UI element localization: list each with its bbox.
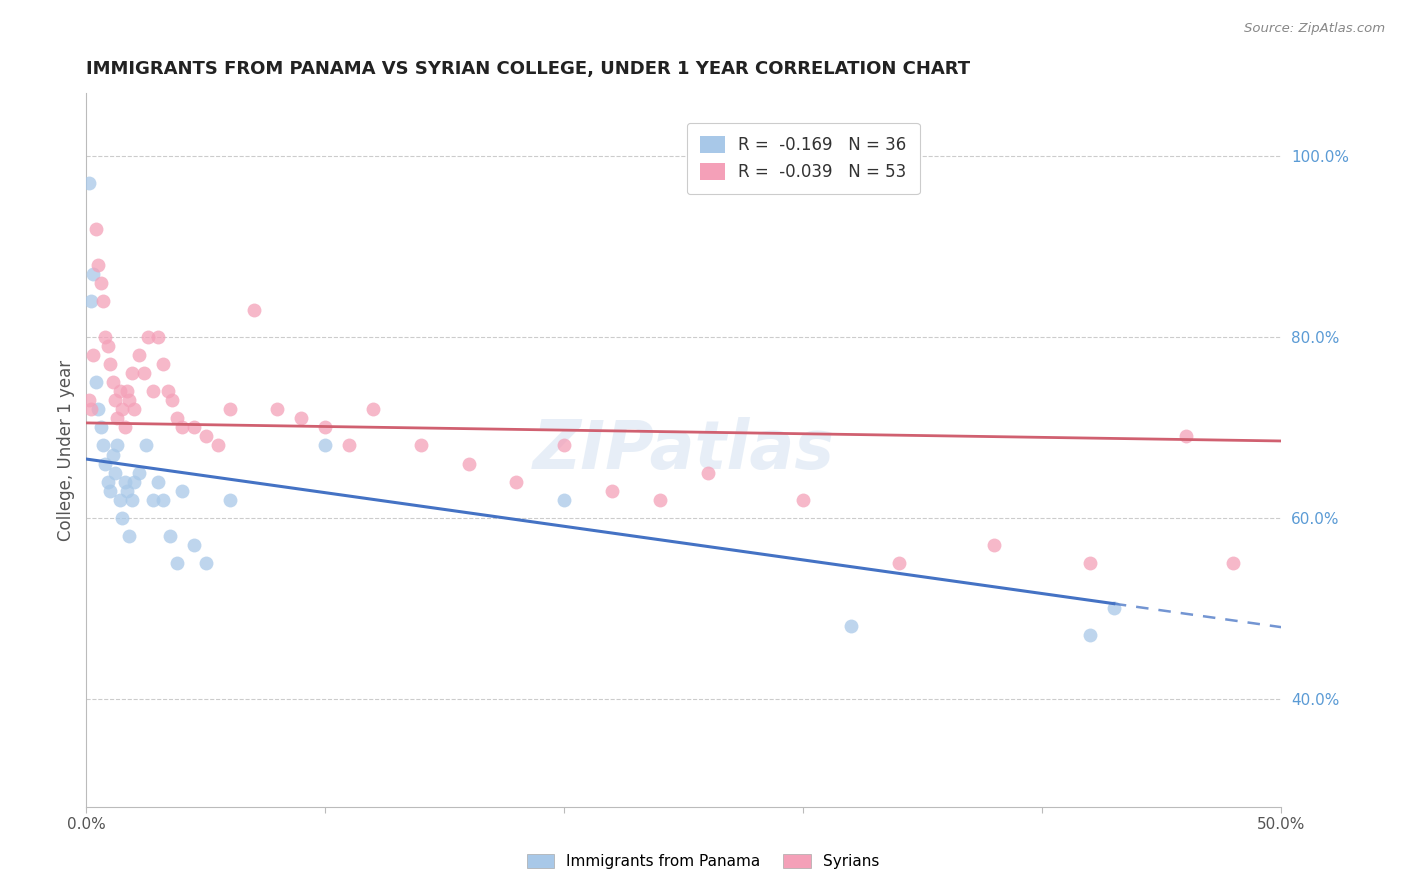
Point bbox=[207, 438, 229, 452]
Point bbox=[97, 475, 120, 489]
Point bbox=[115, 384, 138, 399]
Point bbox=[887, 556, 910, 570]
Point bbox=[84, 221, 107, 235]
Text: IMMIGRANTS FROM PANAMA VS SYRIAN COLLEGE, UNDER 1 YEAR CORRELATION CHART: IMMIGRANTS FROM PANAMA VS SYRIAN COLLEGE… bbox=[86, 60, 970, 78]
Point bbox=[166, 411, 188, 425]
Point bbox=[146, 330, 169, 344]
Point bbox=[111, 402, 134, 417]
Point bbox=[156, 384, 179, 399]
Point bbox=[218, 492, 240, 507]
Point bbox=[1222, 556, 1244, 570]
Point bbox=[111, 510, 134, 524]
Point bbox=[115, 483, 138, 498]
Point bbox=[553, 492, 575, 507]
Point bbox=[118, 529, 141, 543]
Point bbox=[138, 330, 160, 344]
Point bbox=[91, 438, 114, 452]
Point bbox=[94, 330, 117, 344]
Point bbox=[314, 420, 336, 434]
Point bbox=[132, 366, 155, 380]
Point bbox=[135, 438, 157, 452]
Point bbox=[80, 402, 103, 417]
Point bbox=[839, 619, 862, 633]
Point bbox=[90, 276, 112, 290]
Legend: R =  -0.169   N = 36, R =  -0.039   N = 53: R = -0.169 N = 36, R = -0.039 N = 53 bbox=[686, 123, 920, 194]
Text: Source: ZipAtlas.com: Source: ZipAtlas.com bbox=[1244, 22, 1385, 36]
Point bbox=[118, 393, 141, 408]
Point bbox=[90, 420, 112, 434]
Point bbox=[142, 492, 165, 507]
Point bbox=[77, 393, 100, 408]
Point bbox=[97, 339, 120, 353]
Point bbox=[146, 475, 169, 489]
Point bbox=[1078, 556, 1101, 570]
Point bbox=[80, 293, 103, 308]
Point bbox=[1102, 601, 1125, 615]
Point bbox=[122, 475, 145, 489]
Text: ZIPatlas: ZIPatlas bbox=[533, 417, 835, 483]
Point bbox=[792, 492, 814, 507]
Y-axis label: College, Under 1 year: College, Under 1 year bbox=[58, 359, 75, 541]
Point bbox=[266, 402, 288, 417]
Point bbox=[87, 258, 110, 272]
Point bbox=[128, 466, 150, 480]
Point bbox=[290, 411, 312, 425]
Point bbox=[648, 492, 671, 507]
Point bbox=[98, 483, 121, 498]
Point bbox=[218, 402, 240, 417]
Point bbox=[242, 302, 264, 317]
Point bbox=[82, 267, 104, 281]
Point bbox=[1078, 628, 1101, 642]
Point bbox=[142, 384, 165, 399]
Point bbox=[409, 438, 432, 452]
Point bbox=[104, 466, 127, 480]
Point bbox=[152, 492, 174, 507]
Point bbox=[696, 466, 718, 480]
Point bbox=[114, 420, 136, 434]
Point bbox=[98, 357, 121, 371]
Point bbox=[91, 293, 114, 308]
Point bbox=[105, 411, 128, 425]
Point bbox=[183, 420, 205, 434]
Point bbox=[77, 177, 100, 191]
Point bbox=[600, 483, 623, 498]
Point bbox=[101, 448, 124, 462]
Point bbox=[457, 457, 479, 471]
Point bbox=[553, 438, 575, 452]
Point bbox=[194, 429, 217, 443]
Point bbox=[82, 348, 104, 362]
Point bbox=[101, 376, 124, 390]
Point bbox=[166, 556, 188, 570]
Point bbox=[114, 475, 136, 489]
Point bbox=[337, 438, 360, 452]
Point bbox=[159, 529, 181, 543]
Point bbox=[314, 438, 336, 452]
Point bbox=[108, 492, 131, 507]
Point bbox=[84, 376, 107, 390]
Point bbox=[505, 475, 527, 489]
Point bbox=[121, 492, 143, 507]
Point bbox=[983, 538, 1005, 552]
Point bbox=[152, 357, 174, 371]
Point bbox=[1174, 429, 1197, 443]
Point bbox=[87, 402, 110, 417]
Point bbox=[108, 384, 131, 399]
Point bbox=[94, 457, 117, 471]
Point bbox=[170, 420, 193, 434]
Point bbox=[170, 483, 193, 498]
Point bbox=[162, 393, 184, 408]
Point bbox=[194, 556, 217, 570]
Point bbox=[361, 402, 384, 417]
Point bbox=[183, 538, 205, 552]
Point bbox=[104, 393, 127, 408]
Point bbox=[128, 348, 150, 362]
Legend: Immigrants from Panama, Syrians: Immigrants from Panama, Syrians bbox=[520, 848, 886, 875]
Point bbox=[105, 438, 128, 452]
Point bbox=[121, 366, 143, 380]
Point bbox=[122, 402, 145, 417]
